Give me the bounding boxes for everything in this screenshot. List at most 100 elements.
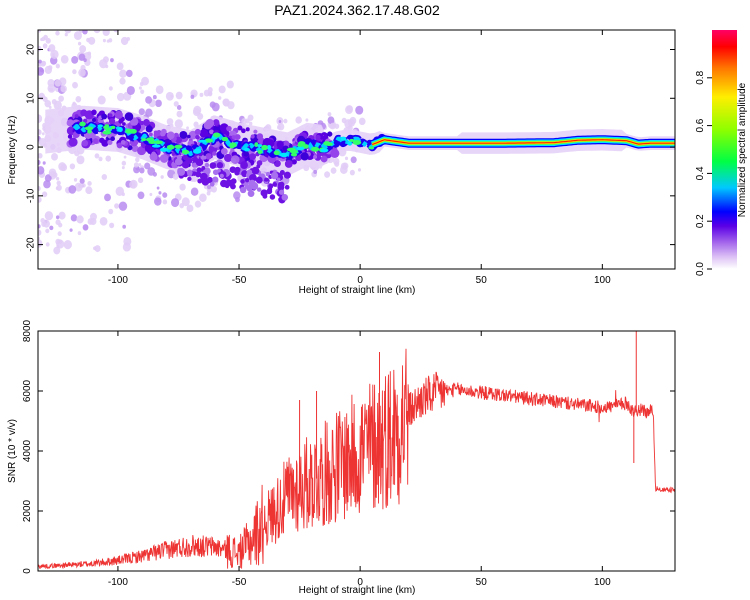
spectral-speckle <box>38 196 42 203</box>
spectral-blob <box>153 130 158 135</box>
spectral-speckle <box>38 239 43 248</box>
spectral-speckle <box>116 62 124 71</box>
ridge-peak <box>151 144 161 148</box>
spectral-speckle <box>345 105 353 115</box>
spectral-blob <box>278 189 285 195</box>
spectral-blob <box>250 134 255 139</box>
spectral-speckle <box>58 211 66 220</box>
spectral-speckle <box>179 183 186 191</box>
spectral-speckle <box>38 224 41 229</box>
spectral-blob <box>251 166 260 175</box>
spectral-speckle <box>87 181 92 186</box>
spectral-speckle <box>313 169 318 175</box>
spectral-blob <box>166 131 175 140</box>
snr-y-label: SNR (10 * v/v) <box>7 419 18 483</box>
spectral-blob <box>194 128 201 136</box>
spectral-speckle <box>119 69 127 78</box>
spectral-blob <box>118 118 124 124</box>
spectral-speckle <box>43 180 51 189</box>
ridge-peak <box>266 145 272 150</box>
spectral-speckle <box>218 85 226 94</box>
spectral-blob <box>145 125 153 133</box>
spectral-blob <box>197 178 203 184</box>
spectral-speckle <box>45 37 51 44</box>
y-tick-label: 2000 <box>22 499 33 522</box>
spectral-speckle <box>241 118 248 125</box>
spectral-speckle <box>82 30 88 35</box>
spectral-speckle <box>344 156 349 161</box>
spectral-blob <box>244 178 250 183</box>
spectral-blob <box>99 137 105 144</box>
spectral-speckle <box>206 184 212 190</box>
spectral-blob <box>256 177 261 183</box>
spectral-speckle <box>135 157 140 163</box>
spectral-speckle <box>97 95 106 105</box>
ridge-peak <box>159 147 169 152</box>
spectral-speckle <box>124 8 132 17</box>
spectral-speckle <box>358 117 366 126</box>
spectral-blob <box>66 119 74 127</box>
spectral-blob <box>220 147 228 155</box>
spectral-speckle <box>38 166 45 175</box>
spectral-speckle <box>82 224 89 231</box>
spectral-blob <box>192 156 198 163</box>
spectral-speckle <box>334 123 340 129</box>
spectral-speckle <box>138 86 142 90</box>
spectral-blob <box>209 129 214 135</box>
ridge-peak <box>145 137 155 142</box>
spectral-speckle <box>138 163 142 167</box>
spectral-speckle <box>38 45 42 52</box>
spectral-speckle <box>119 77 126 85</box>
spectral-speckle <box>162 199 168 205</box>
spectral-blob <box>91 109 97 116</box>
figure-title: PAZ1.2024.362.17.48.G02 <box>274 2 440 18</box>
spectral-speckle <box>45 228 50 234</box>
spectral-blob <box>277 181 285 189</box>
spectral-speckle <box>71 55 79 64</box>
spectral-blob <box>101 113 108 120</box>
spectral-blob <box>272 182 278 187</box>
spectral-speckle <box>50 49 59 60</box>
spectral-blob <box>92 118 96 122</box>
spectral-blob <box>67 134 73 139</box>
spectral-speckle <box>118 201 128 211</box>
snr-y-ticks: 0 2000 4000 6000 8000 <box>22 319 675 574</box>
spectral-blob <box>226 125 232 132</box>
colorbar-tick-label: 0.4 <box>695 166 706 180</box>
spectral-blob <box>219 123 229 133</box>
spectral-speckle <box>47 78 55 87</box>
spectral-speckle <box>174 119 183 129</box>
spectral-blob <box>246 169 253 175</box>
ridge-peak <box>97 124 104 128</box>
spectral-speckle <box>181 197 190 207</box>
spectral-blob <box>281 193 289 201</box>
spectral-blob <box>203 121 212 130</box>
spectral-blob <box>108 113 113 118</box>
ridge-peak <box>273 150 280 156</box>
spectral-speckle <box>176 105 182 110</box>
spectral-speckle <box>73 31 82 41</box>
spectral-blob <box>196 167 202 173</box>
spectral-blob <box>248 174 257 182</box>
spectral-blob <box>187 171 193 177</box>
snr-x-ticks: -100 -50 0 50 100 <box>108 331 611 588</box>
x-tick-label: 0 <box>357 275 363 286</box>
spectral-speckle <box>101 173 108 181</box>
spectral-speckle <box>173 101 179 107</box>
colorbar-tick-label: 0.2 <box>695 214 706 228</box>
colorbar: 0.0 0.2 0.4 0.6 0.8 Normalized spectral ampl… <box>695 30 748 276</box>
spectral-speckle <box>79 45 87 53</box>
spectral-speckle <box>43 10 50 18</box>
x-tick-label: -50 <box>232 275 247 286</box>
spectral-speckle <box>133 162 139 168</box>
spectral-speckle <box>79 178 85 184</box>
spectral-speckle <box>60 55 69 64</box>
ridge-peak <box>104 124 110 128</box>
ridge-peak <box>279 152 288 158</box>
spectral-speckle <box>235 196 240 203</box>
spectral-blob <box>247 190 255 198</box>
spectral-speckle <box>247 114 254 121</box>
y-tick-label: 10 <box>26 92 37 104</box>
spectral-speckle <box>58 222 63 228</box>
spectral-blob <box>204 162 210 168</box>
